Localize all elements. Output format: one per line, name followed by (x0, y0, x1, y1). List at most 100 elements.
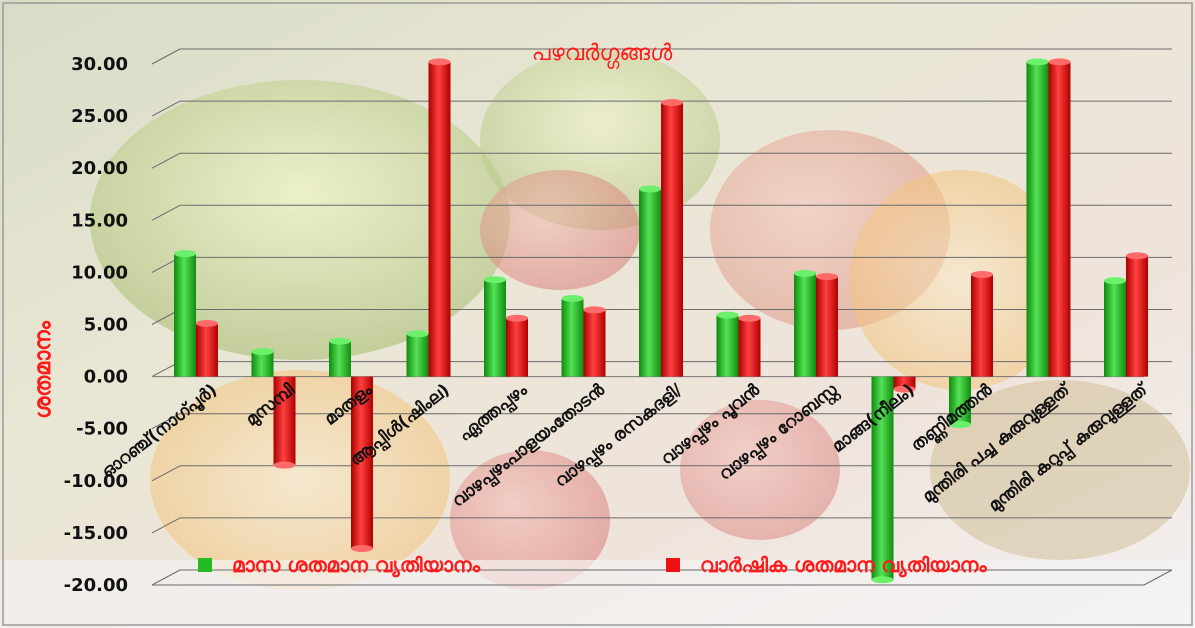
bar-cap (816, 273, 838, 281)
bar-cap (561, 294, 584, 302)
bar-cap (893, 385, 916, 393)
bar-yearly (893, 376, 916, 393)
gridline-diag (151, 48, 181, 65)
gridline-diag (151, 569, 181, 586)
bar-monthly (794, 269, 816, 377)
bar-body (971, 274, 993, 377)
bar-cap (639, 185, 661, 193)
bar-cap (1026, 58, 1049, 66)
bar-cap (716, 311, 739, 319)
gridline-diag (151, 100, 181, 117)
bar-cap (196, 319, 218, 327)
bar-cap (949, 421, 971, 429)
y-tick-label: 15.00 (71, 210, 128, 231)
gridlines (151, 48, 1173, 586)
bar-monthly (174, 250, 196, 377)
bar-cap (1048, 58, 1071, 66)
bar-yearly (1048, 58, 1071, 377)
bar-monthly (561, 294, 584, 377)
bar-body (738, 318, 761, 377)
bar-body (428, 61, 451, 377)
bar-body (506, 318, 528, 377)
legend-swatch-yearly (666, 558, 680, 572)
bar-yearly (428, 58, 451, 377)
bar-monthly (1026, 58, 1049, 377)
y-tick-label: -10.00 (64, 471, 128, 492)
gridline-diag (151, 152, 181, 169)
bar-monthly (716, 311, 739, 377)
bar-cap (273, 461, 296, 469)
bar-cap (406, 330, 429, 338)
bar-cap (1126, 252, 1148, 260)
bar-body (251, 351, 274, 377)
y-tick-label: -5.00 (76, 419, 128, 440)
bar-cap (174, 250, 196, 258)
y-tick-label: 25.00 (71, 106, 128, 127)
bar-yearly (583, 306, 606, 377)
gridline-diag (151, 465, 181, 482)
gridline-diag (151, 413, 181, 430)
bar-cap (506, 314, 528, 322)
bar-cap (428, 58, 451, 66)
bar-yearly (196, 319, 218, 377)
bar-body (639, 189, 661, 377)
y-tick-label: 20.00 (71, 158, 128, 179)
legend-swatch-monthly (198, 558, 212, 572)
y-axis-ticks: 30.00 25.00 20.00 15.00 10.00 5.00 0.00 -5.00 -1… (64, 54, 128, 596)
bars (174, 58, 1148, 584)
bar-body (351, 376, 373, 549)
bar-body (1126, 255, 1148, 377)
bar-cap (583, 306, 606, 314)
bar-monthly (484, 276, 506, 377)
bar-cap (971, 270, 993, 278)
bar-cap (251, 348, 274, 356)
bar-cap (351, 545, 373, 553)
bar-monthly (406, 330, 429, 377)
y-tick-label: -20.00 (64, 575, 128, 596)
legend-label-monthly: മാസ ശതമാന വ്യതിയാനം (232, 553, 481, 578)
bar-body (1026, 61, 1049, 377)
bar-yearly (506, 314, 528, 377)
gridline-diag (151, 204, 181, 221)
y-axis-label: ശതമാനം (31, 320, 56, 419)
bar-yearly (1126, 252, 1148, 377)
bar-body (174, 253, 196, 377)
chart-title: പഴവർഗ്ഗങ്ങൾ (532, 41, 673, 70)
bar-yearly (351, 376, 373, 553)
bar-body (871, 376, 894, 580)
bar-monthly (1104, 277, 1126, 377)
bar-body (484, 279, 506, 377)
bar-body (794, 273, 816, 377)
y-tick-label: 30.00 (71, 54, 128, 75)
bar-body (816, 276, 838, 377)
bar-cap (484, 276, 506, 284)
bar-body (406, 333, 429, 377)
y-tick-label: 5.00 (84, 315, 128, 336)
bar-cap (738, 314, 761, 322)
bar-body (561, 298, 584, 377)
bar-monthly (329, 337, 351, 377)
bar-cap (1104, 277, 1126, 285)
bar-cap (329, 337, 351, 345)
bar-body (273, 376, 296, 466)
y-tick-label: -15.00 (64, 523, 128, 544)
bar-cap (794, 269, 816, 277)
bar-yearly (971, 270, 993, 377)
bar-monthly (871, 376, 894, 584)
bar-yearly (816, 273, 838, 377)
bar-yearly (738, 314, 761, 377)
y-tick-label: 10.00 (71, 262, 128, 283)
bar-monthly (949, 376, 971, 429)
bar-cap (871, 576, 894, 584)
bar-cap (661, 99, 683, 107)
bar-monthly (251, 348, 274, 377)
bar-body (329, 341, 351, 377)
bar-body (1104, 280, 1126, 377)
bar-body (716, 315, 739, 377)
bar-monthly (639, 185, 661, 377)
bar-body (893, 376, 916, 390)
